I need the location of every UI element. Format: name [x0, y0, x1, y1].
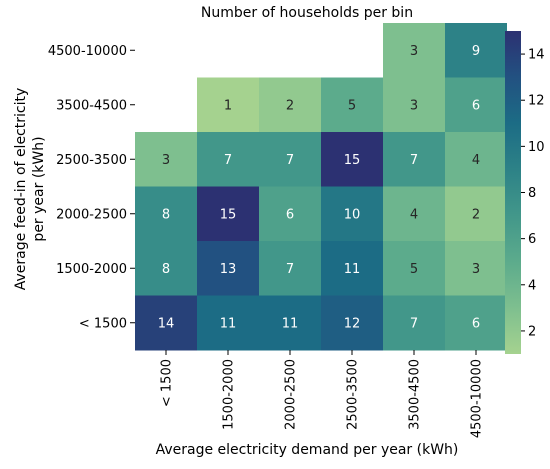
x-tick-label: 2500-3500 — [346, 359, 361, 430]
cell-value-label: 10 — [344, 207, 361, 222]
x-axis-ticks: < 1500 1500-2000 2000-2500 2500-3500 3500-45… — [160, 350, 485, 438]
cell-value-label: 7 — [410, 153, 418, 168]
heatmap-cell — [445, 132, 507, 187]
heatmap-cell — [197, 241, 259, 296]
cell-value-label: 4 — [472, 153, 480, 168]
colorbar-tick-label: 8 — [528, 186, 536, 201]
x-axis-label: Average electricity demand per year (kWh… — [156, 442, 459, 458]
heatmap-cell — [445, 77, 507, 133]
heatmap-cell — [445, 186, 507, 242]
heatmap-cell — [383, 241, 445, 296]
heatmap-cell — [135, 186, 197, 242]
heatmap-cell — [259, 132, 321, 187]
colorbar-tick-label: 14 — [528, 48, 545, 63]
heatmap-cell — [321, 132, 383, 187]
heatmap-cell — [445, 241, 507, 296]
y-tick-label: 3500-4500 — [56, 98, 127, 113]
cell-value-label: 5 — [348, 98, 356, 113]
heatmap-cell — [321, 241, 383, 296]
heatmap-cell — [383, 77, 445, 133]
colorbar-tick-label: 10 — [528, 140, 545, 155]
heatmap-cell — [197, 295, 259, 351]
cell-value-label: 13 — [220, 262, 237, 277]
y-tick-label: 4500-10000 — [48, 44, 127, 59]
heatmap-cell — [197, 186, 259, 242]
colorbar-tick-label: 2 — [528, 324, 536, 339]
y-axis-label-line-1: Average feed-in of electricity — [13, 88, 29, 291]
heatmap-cell — [445, 23, 507, 78]
heatmap-cell — [321, 77, 383, 133]
cell-value-label: 6 — [472, 98, 480, 113]
y-axis-label-line-2: per year (kWh) — [31, 136, 47, 241]
heatmap-cell — [383, 186, 445, 242]
y-axis-label: Average feed-in of electricity per year … — [13, 88, 47, 291]
x-tick-label: < 1500 — [160, 359, 175, 407]
cell-value-label: 11 — [344, 262, 361, 277]
cell-value-label: 7 — [410, 316, 418, 331]
x-tick-label: 3500-4500 — [408, 359, 423, 430]
cell-value-label: 15 — [344, 153, 361, 168]
y-tick-label: < 1500 — [79, 316, 127, 331]
cell-value-label: 15 — [220, 207, 237, 222]
cell-value-label: 2 — [472, 207, 480, 222]
cell-value-label: 7 — [286, 153, 294, 168]
cell-value-label: 12 — [344, 316, 361, 331]
cell-value-label: 3 — [410, 44, 418, 59]
y-tick-label: 2000-2500 — [56, 207, 127, 222]
cell-value-label: 7 — [224, 153, 232, 168]
heatmap-cell — [197, 77, 259, 133]
y-tick-label: 1500-2000 — [56, 262, 127, 277]
cell-value-label: 6 — [472, 316, 480, 331]
cell-value-label: 1 — [224, 98, 232, 113]
colorbar-ticks: 2 4 6 8 10 12 14 — [521, 48, 545, 339]
cell-value-label: 14 — [158, 316, 175, 331]
cell-value-label: 8 — [162, 262, 170, 277]
chart-title: Number of households per bin — [201, 5, 413, 21]
cell-value-label: 9 — [472, 44, 480, 59]
cell-value-label: 5 — [410, 262, 418, 277]
y-axis-ticks: 4500-10000 3500-4500 2500-3500 2000-2500 150… — [48, 44, 135, 331]
cell-value-label: 7 — [286, 262, 294, 277]
cell-value-label: 6 — [286, 207, 294, 222]
colorbar-tick-label: 6 — [528, 232, 536, 247]
cell-value-label: 4 — [410, 207, 418, 222]
colorbar-tick-label: 12 — [528, 94, 545, 109]
heatmap-cell — [259, 186, 321, 242]
heatmap-cells: 3 91 2 5 3 63 7 7 15 7 48 15 6 10 4 28 13 7 11 5 314 11 11 12 7 6 — [135, 23, 507, 351]
cell-value-label: 3 — [472, 262, 480, 277]
heatmap-cell — [259, 295, 321, 351]
colorbar-tick-label: 4 — [528, 278, 536, 293]
heatmap-cell — [259, 241, 321, 296]
cell-value-label: 8 — [162, 207, 170, 222]
colorbar-gradient — [505, 31, 521, 354]
x-tick-label: 4500-10000 — [470, 359, 485, 438]
heatmap-cell — [321, 295, 383, 351]
cell-value-label: 3 — [410, 98, 418, 113]
heatmap-cell — [383, 295, 445, 351]
cell-value-label: 2 — [286, 98, 294, 113]
heatmap-cell — [383, 132, 445, 187]
x-tick-label: 1500-2000 — [222, 359, 237, 430]
heatmap-cell — [383, 23, 445, 78]
heatmap-cell — [135, 132, 197, 187]
heatmap-cell — [135, 241, 197, 296]
heatmap-cell — [321, 186, 383, 242]
heatmap-cell — [445, 295, 507, 351]
cell-value-label: 11 — [282, 316, 299, 331]
heatmap-cell — [259, 77, 321, 133]
y-tick-label: 2500-3500 — [56, 153, 127, 168]
x-tick-label: 2000-2500 — [284, 359, 299, 430]
heatmap-cell — [197, 132, 259, 187]
colorbar: 2 4 6 8 10 12 14 — [505, 31, 545, 354]
cell-value-label: 11 — [220, 316, 237, 331]
cell-value-label: 3 — [162, 153, 170, 168]
heatmap-cell — [135, 295, 197, 351]
